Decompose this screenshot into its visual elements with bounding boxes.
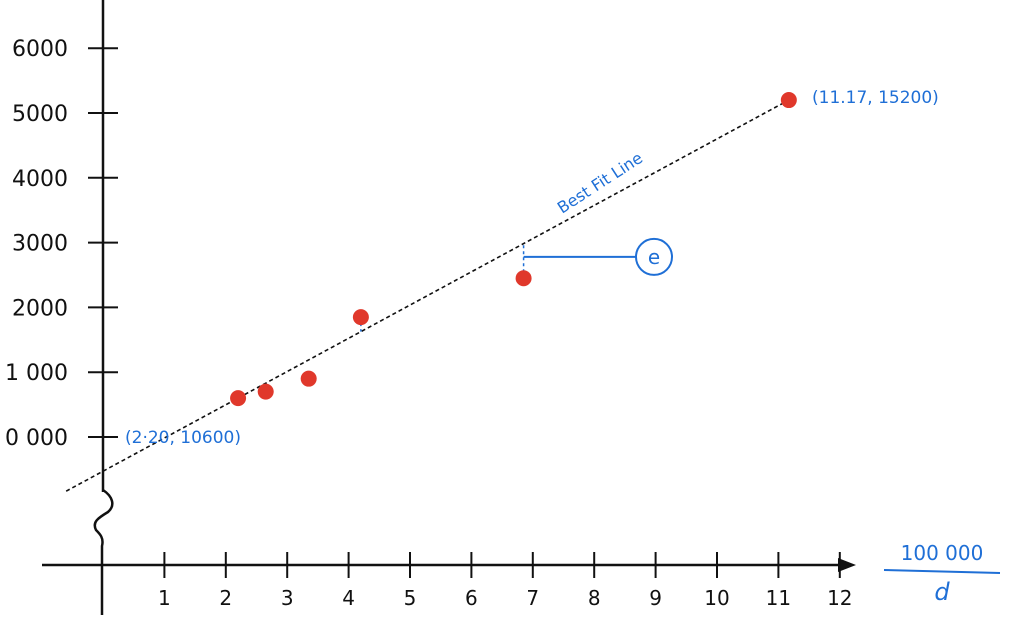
best-fit-line (65, 99, 790, 492)
x-tick-label: 12 (827, 586, 852, 610)
x-axis-label-denominator: d (934, 578, 950, 606)
x-axis-label-numerator: 100 000 (901, 541, 984, 565)
y-axis-ticks: 0 000 1 000 2000 3000 4000 5000 6000 (5, 37, 118, 451)
x-tick-label: 2 (219, 586, 232, 610)
y-tick-label: 5000 (12, 102, 68, 127)
data-point (780, 92, 797, 109)
x-axis-label-fraction-bar (883, 569, 1001, 574)
x-axis-arrow (838, 558, 856, 572)
data-point (352, 309, 369, 326)
x-tick-label: 3 (281, 586, 294, 610)
x-tick-label: 6 (465, 586, 478, 610)
y-tick-label: 0 000 (5, 426, 68, 451)
axes (42, 0, 856, 615)
data-point (230, 390, 247, 407)
x-tick-label: 8 (588, 586, 601, 610)
start-point-label: (2·20, 10600) (125, 428, 241, 448)
x-tick-label: 11 (766, 586, 791, 610)
residual-label: e (648, 245, 660, 269)
y-tick-label: 6000 (12, 37, 68, 62)
y-axis-break (93, 488, 114, 615)
data-point (515, 270, 532, 287)
end-point-label: (11.17, 15200) (812, 88, 939, 108)
x-tick-label: 10 (704, 586, 729, 610)
y-tick-label: 2000 (12, 296, 68, 321)
data-points (230, 92, 797, 407)
x-tick-label: 5 (404, 586, 417, 610)
y-tick-label: 3000 (12, 232, 68, 257)
residual-group (360, 237, 673, 332)
x-tick-label: 1 (158, 586, 171, 610)
y-tick-label: 1 000 (5, 361, 68, 386)
x-tick-label: 4 (342, 586, 355, 610)
data-point (257, 383, 274, 400)
x-axis-label: 100 000 d (883, 541, 1001, 606)
best-fit-line-group (65, 99, 790, 492)
x-tick-label: 7 (526, 586, 539, 610)
y-tick-label: 4000 (12, 167, 68, 192)
residual-circle (635, 237, 673, 276)
x-axis-ticks: 1 2 3 4 5 6 7 8 9 10 11 12 (158, 552, 853, 610)
fit-line-label: Best Fit Line (554, 148, 646, 217)
data-point (300, 370, 317, 387)
x-tick-label: 9 (649, 586, 662, 610)
